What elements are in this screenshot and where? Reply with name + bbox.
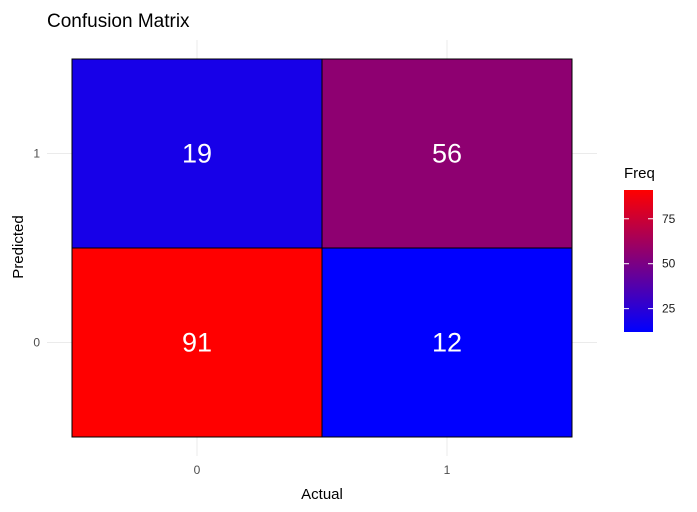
color-legend: Freq 25 50 75 [624,165,676,332]
legend-title: Freq [624,165,655,182]
y-axis-title: Predicted [10,215,27,278]
cell-value-label: 56 [432,139,462,169]
y-tick-label: 1 [33,147,40,161]
y-tick-label: 0 [33,336,40,350]
chart-title: Confusion Matrix [47,11,190,32]
heatmap-cell [321,247,573,438]
x-tick-label: 1 [444,463,451,477]
legend-tick-label: 50 [662,257,676,271]
heatmap-cell [71,58,323,249]
heatmap-cell [71,247,323,438]
y-axis-ticks: 01 [33,147,40,350]
legend-color-bar [624,190,653,332]
legend-tick-label: 75 [662,212,676,226]
cell-value-label: 19 [182,139,212,169]
x-tick-label: 0 [194,463,201,477]
legend-ticks: 25 50 75 [624,212,676,316]
heatmap-cells [71,58,573,438]
x-axis-title: Actual [301,486,343,503]
cell-value-label: 12 [432,328,462,358]
cell-value-label: 91 [182,328,212,358]
cell-value-labels: 19 56 91 12 [182,139,462,358]
legend-tick-label: 25 [662,302,676,316]
